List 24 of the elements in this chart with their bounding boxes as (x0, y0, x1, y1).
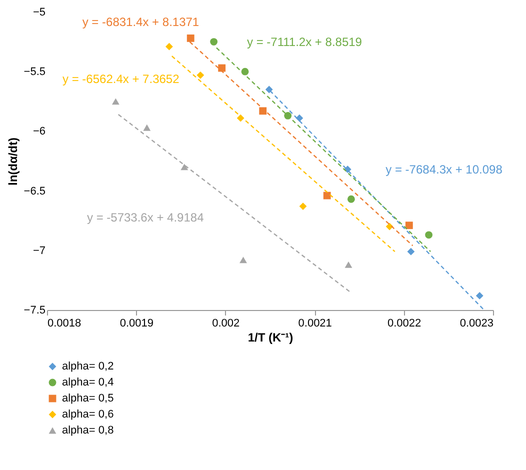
y-tick-label: −7.5 (24, 304, 46, 316)
x-tick-label: 0.0023 (460, 318, 494, 330)
legend-label: alpha= 0,8 (62, 424, 114, 436)
legend-label: alpha= 0,6 (62, 408, 114, 420)
x-tick-label: 0.0021 (298, 318, 332, 330)
y-axis-title: ln(dα/dt) (6, 137, 20, 186)
y-tick-label: −6.5 (24, 185, 46, 198)
y-tick-label: −5.5 (24, 66, 46, 78)
x-tick-label: 0.0018 (48, 318, 82, 330)
legend-label: alpha= 0,4 (62, 376, 114, 388)
annotation: y = -5733.6x + 4.9184 (86, 210, 204, 225)
annotation: y = -6831.4x + 8.1371 (82, 14, 200, 29)
annotation: y = -7111.2x + 8.8519 (246, 34, 362, 49)
annotation: y = -6562.4x + 7.3652 (62, 72, 180, 86)
x-tick-label: 0.0019 (120, 318, 154, 330)
x-axis-title: 1/T (K⁻¹) (248, 330, 294, 344)
y-tick-label: −5 (32, 6, 46, 18)
legend-label: alpha= 0,5 (62, 392, 114, 404)
y-tick-label: −7 (32, 244, 46, 257)
y-tick-label: −6 (32, 126, 46, 138)
x-tick-label: 0.002 (212, 318, 240, 330)
annotation: y = -7684.3x + 10.098 (386, 162, 503, 177)
x-tick-label: 0.0022 (387, 318, 422, 330)
legend-label: alpha= 0,2 (62, 360, 114, 372)
